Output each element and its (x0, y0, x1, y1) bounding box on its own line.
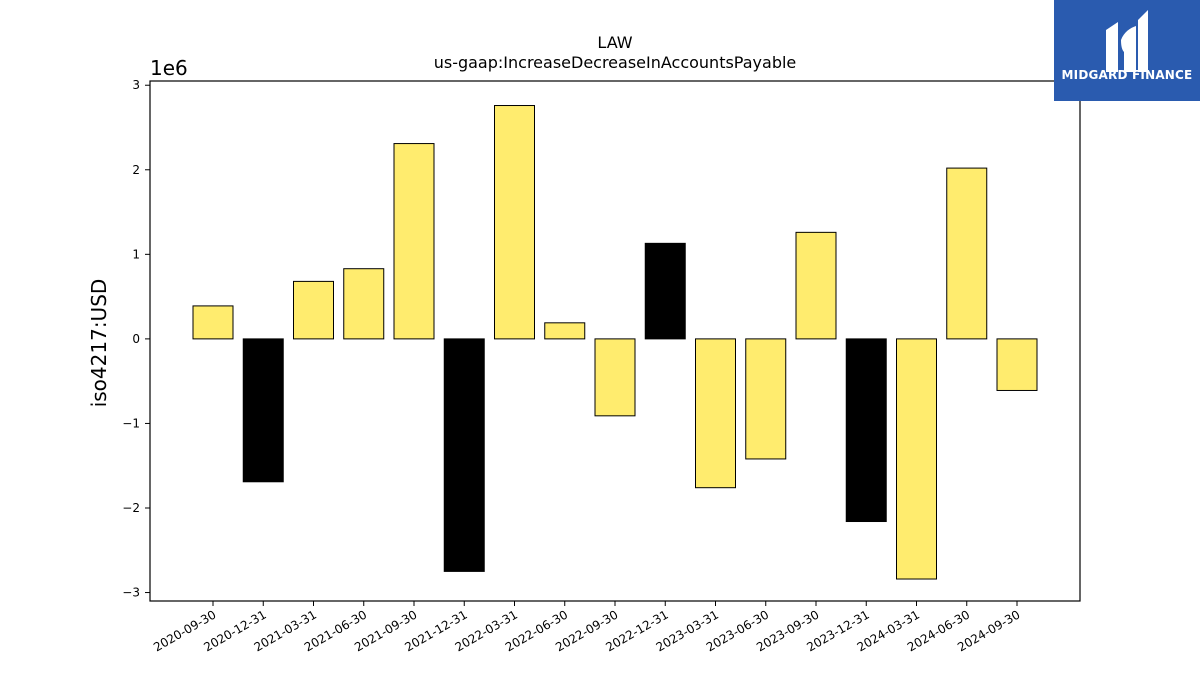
y-tick-label: −2 (122, 501, 140, 515)
bar-2022-12-31 (644, 242, 686, 340)
bar-2020-12-31 (242, 338, 284, 483)
bar-2024-03-31 (896, 338, 937, 580)
bar-2024-09-30 (996, 338, 1038, 391)
bar-2020-09-30 (192, 305, 234, 340)
midgard-logo-icon (1106, 10, 1148, 72)
y-tick-label: 1 (132, 247, 140, 261)
bar-2022-09-30 (594, 338, 636, 417)
y-axis-label: iso4217:USD (87, 279, 111, 408)
bar-2021-03-31 (293, 280, 334, 340)
y-tick-label: 2 (132, 163, 140, 177)
bar-2023-09-30 (795, 231, 837, 340)
y-tick-label: −1 (122, 416, 140, 430)
bar-2022-03-31 (494, 105, 535, 340)
logo-text: MIDGARD FINANCE (1061, 68, 1193, 82)
chart-subtitle: us-gaap:IncreaseDecreaseInAccountsPayabl… (434, 53, 797, 72)
bar-2024-06-30 (946, 167, 988, 340)
midgard-finance-logo: MIDGARD FINANCE (1054, 0, 1200, 101)
bar-2021-12-31 (443, 338, 485, 572)
y-axis-ticks: −3 −2 −1 0 1 2 3 (122, 78, 150, 600)
bar-2023-06-30 (745, 338, 787, 460)
plot-frame (149, 80, 1081, 602)
y-tick-label: 0 (132, 332, 140, 346)
x-axis-ticks: 2020-09-302020-12-312021-03-312021-06-30… (151, 601, 1023, 654)
bar-2023-03-31 (695, 338, 736, 489)
bar-2021-09-30 (393, 143, 435, 340)
bar-2021-06-30 (343, 268, 385, 340)
bar-2022-06-30 (544, 322, 586, 340)
bars-group (192, 105, 1038, 580)
y-tick-label: −3 (122, 586, 140, 600)
y-tick-label: 3 (132, 78, 140, 92)
y-scale-label: 1e6 (150, 56, 188, 80)
chart-title: LAW (597, 33, 632, 52)
logo-background (1054, 0, 1200, 101)
bar-2023-12-31 (845, 338, 887, 523)
